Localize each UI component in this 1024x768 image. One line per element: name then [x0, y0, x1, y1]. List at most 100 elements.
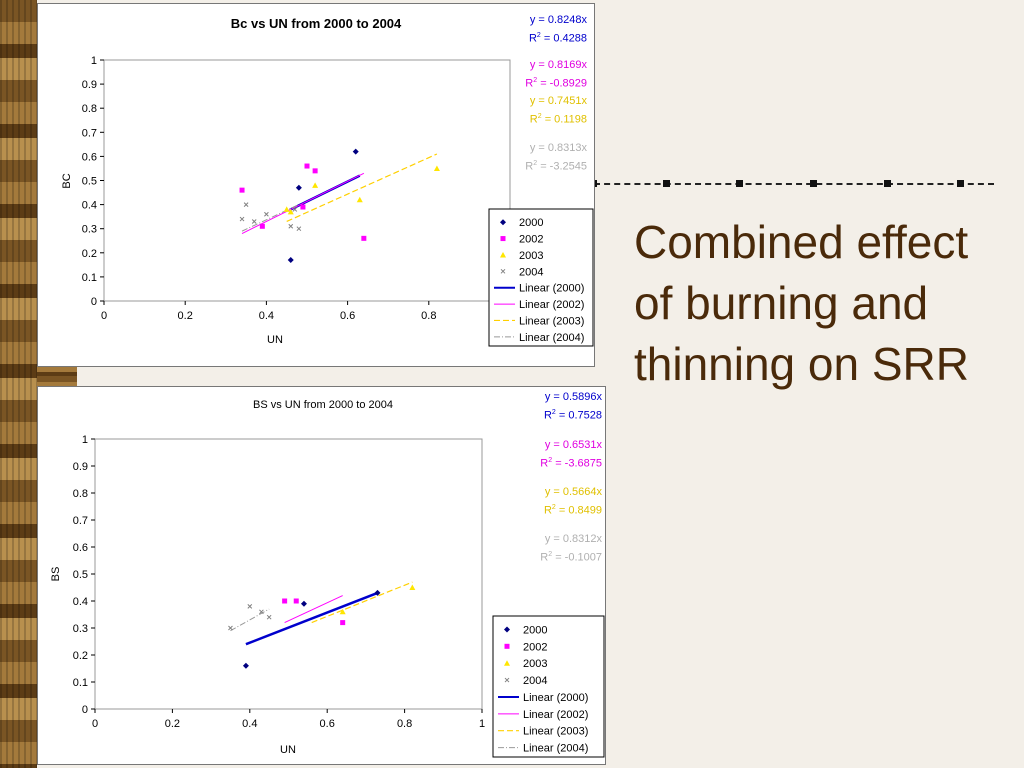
equation-text: y = 0.8169x	[529, 59, 587, 71]
trendline	[284, 595, 343, 624]
marker-diamond	[242, 662, 249, 669]
marker-square	[361, 235, 367, 241]
decorative-dashed-line	[594, 183, 994, 187]
r-squared-text: R2 = 0.8499	[543, 504, 602, 517]
marker-x	[296, 226, 302, 232]
y-tick-label: 0.4	[82, 200, 97, 212]
y-tick-label: 0	[91, 296, 97, 308]
regression-equation: y = 0.8169x R2 = -0.8929	[525, 57, 587, 92]
marker-diamond	[287, 257, 294, 264]
trendline	[311, 581, 413, 624]
regression-equation: y = 0.8312x R2 = -0.1007	[540, 531, 602, 566]
marker-diamond	[295, 184, 302, 191]
x-tick-label: 0.8	[421, 310, 436, 322]
legend-label: Linear (2003)	[523, 726, 588, 738]
marker-x	[500, 268, 506, 274]
y-tick-label: 0.9	[73, 461, 88, 473]
marker-square	[500, 236, 506, 242]
deco-square	[810, 180, 817, 187]
trendline	[286, 153, 438, 223]
legend-label: 2002	[519, 234, 543, 246]
regression-equation: y = 0.8313x R2 = -3.2545	[525, 140, 587, 175]
y-tick-label: 0.7	[73, 515, 88, 527]
regression-equation: y = 0.5664x R2 = 0.8499	[544, 484, 602, 519]
x-tick-label: 1	[479, 718, 485, 730]
r-squared-text: R2 = -0.1007	[540, 551, 602, 564]
marker-x	[264, 211, 269, 217]
y-tick-label: 0.8	[82, 103, 97, 115]
marker-x	[243, 202, 249, 207]
y-tick-label: 0	[82, 704, 88, 716]
plot-area	[94, 438, 483, 710]
marker-square	[259, 223, 265, 229]
marker-triangle	[409, 584, 416, 590]
legend-label: 2000	[519, 217, 543, 229]
marker-square	[300, 204, 306, 210]
equation-text: y = 0.7451x	[529, 95, 587, 107]
y-tick-label: 0.3	[82, 224, 97, 236]
regression-equation: y = 0.7451x R2 = 0.1198	[530, 93, 587, 128]
marker-diamond	[352, 148, 359, 155]
legend-box	[488, 208, 594, 347]
marker-triangle	[433, 165, 440, 171]
y-axis-label: BS	[50, 567, 62, 582]
y-tick-label: 0.5	[73, 569, 88, 581]
r-squared-text: R2 = 0.4288	[528, 32, 587, 45]
x-axis-label: UN	[267, 334, 283, 346]
r-squared-text: R2 = -3.6875	[540, 457, 602, 470]
legend-label: Linear (2004)	[523, 743, 588, 755]
legend-label: 2003	[519, 250, 543, 262]
legend-label: Linear (2002)	[523, 709, 588, 721]
marker-square	[293, 598, 299, 604]
x-tick-label: 0.2	[178, 310, 193, 322]
legend-label: Linear (2003)	[519, 315, 584, 327]
marker-x	[259, 609, 264, 615]
equation-text: y = 0.6531x	[544, 439, 602, 451]
legend-label: Linear (2000)	[523, 692, 588, 704]
equation-text: y = 0.5896x	[544, 391, 602, 403]
marker-diamond	[504, 626, 510, 633]
marker-x	[239, 216, 245, 222]
deco-square	[957, 180, 964, 187]
legend-label: 2004	[523, 675, 547, 687]
equation-text: y = 0.8313x	[529, 142, 587, 154]
y-tick-label: 1	[82, 434, 88, 446]
deco-square	[884, 180, 891, 187]
x-tick-label: 0.8	[397, 718, 412, 730]
y-tick-label: 0.1	[73, 677, 88, 689]
marker-square	[312, 168, 318, 174]
marker-x	[288, 223, 294, 229]
marker-square	[304, 163, 310, 169]
regression-equation: y = 0.5896x R2 = 0.7528	[544, 389, 602, 424]
x-tick-label: 0.4	[259, 310, 274, 322]
r-squared-text: R2 = 0.1198	[529, 113, 587, 126]
marker-square	[340, 620, 346, 626]
marker-square	[239, 187, 245, 193]
x-tick-label: 0.6	[320, 718, 335, 730]
marker-x	[504, 677, 510, 683]
y-tick-label: 0.4	[73, 596, 88, 608]
legend-label: 2002	[523, 641, 547, 653]
chart-panel-bs: BS vs UN from 2000 to 2004 0 0.1 0.2 0.3 0.4 0…	[37, 386, 606, 765]
trendline	[245, 591, 378, 646]
regression-equation: y = 0.6531x R2 = -3.6875	[540, 437, 602, 472]
deco-square	[663, 180, 670, 187]
chart-svg-bc: Bc vs UN from 2000 to 2004 0 0.1 0.2 0.3 0.4 0…	[61, 16, 594, 347]
y-tick-label: 0.6	[82, 151, 97, 163]
x-tick-label: 0	[92, 718, 98, 730]
legend-label: 2004	[519, 266, 543, 278]
legend-label: Linear (2004)	[519, 332, 584, 344]
marker-x	[228, 625, 233, 631]
equation-text: y = 0.8312x	[544, 533, 602, 545]
marker-diamond	[500, 219, 506, 226]
marker-x	[251, 219, 257, 224]
marker-x	[292, 207, 298, 212]
y-axis-label: BC	[61, 173, 73, 188]
regression-equation: y = 0.8248x R2 = 0.4288	[529, 12, 587, 47]
trendline	[241, 172, 365, 234]
marker-triangle	[356, 196, 363, 203]
x-tick-label: 0.2	[165, 718, 180, 730]
marker-triangle	[287, 208, 294, 215]
marker-square	[504, 643, 510, 649]
chart-svg-bs: BS vs UN from 2000 to 2004 0 0.1 0.2 0.3 0.4 0…	[50, 399, 605, 758]
